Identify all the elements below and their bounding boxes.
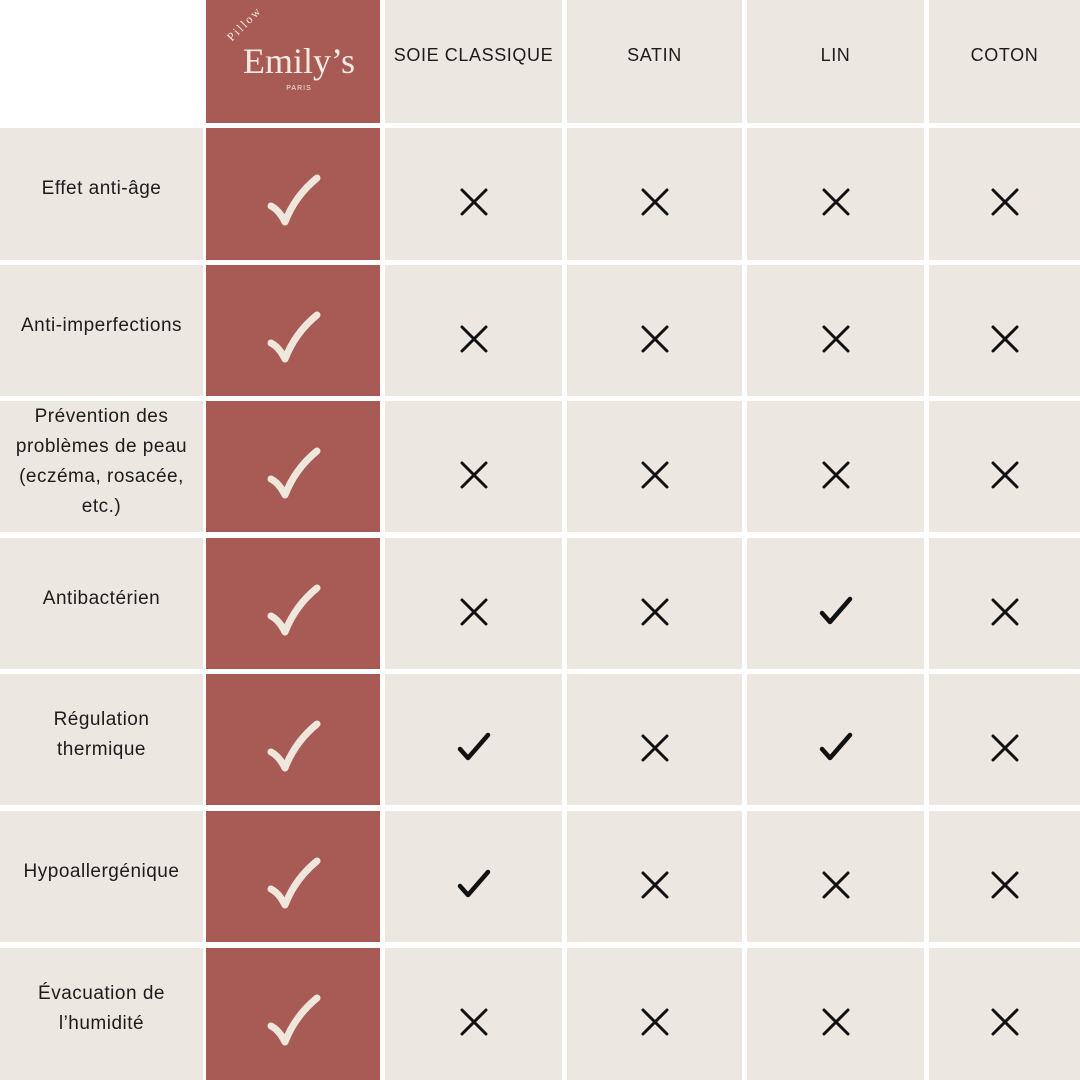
cross-icon: [822, 1008, 849, 1036]
row-label: Hypoallergénique: [23, 860, 180, 882]
brand-logo: Pillow Emily’s PARIS: [206, 0, 380, 123]
table-cell: [385, 265, 562, 396]
check-icon: [267, 174, 321, 226]
check-icon: [457, 732, 490, 760]
logo-location: PARIS: [286, 85, 312, 92]
table-cell: [929, 401, 1080, 532]
cross-icon: [460, 1008, 487, 1036]
table-cell: [567, 538, 742, 669]
check-icon: [819, 732, 852, 760]
row-header: Régulation thermique: [0, 674, 203, 805]
cross-icon: [641, 188, 668, 216]
table-cell: [747, 538, 924, 669]
row-header: Prévention des problèmes de peau (eczéma…: [0, 401, 203, 532]
table-cell: [929, 811, 1080, 942]
brand-cell: [206, 674, 380, 805]
table-cell: [929, 674, 1080, 805]
check-icon: [819, 596, 852, 624]
column-header: SATIN: [567, 0, 742, 123]
table-cell: [385, 674, 562, 805]
brand-cell: [206, 128, 380, 260]
row-label: Antibactérien: [42, 587, 161, 609]
cross-icon: [991, 871, 1018, 898]
table-cell: [385, 128, 562, 260]
row-label: Régulation thermique: [53, 708, 150, 760]
brand-header: Pillow Emily’s PARIS: [206, 0, 380, 123]
logo-name: Emily’s: [242, 41, 355, 81]
column-title: SOIE CLASSIQUE: [393, 45, 554, 65]
check-icon: [267, 994, 321, 1046]
cross-icon: [822, 461, 849, 488]
table-cell: [385, 811, 562, 942]
table-cell: [929, 265, 1080, 396]
cross-icon: [641, 1008, 668, 1036]
row-header: Antibactérien: [0, 538, 203, 669]
cross-icon: [991, 325, 1018, 352]
column-title: LIN: [820, 45, 851, 65]
brand-cell: [206, 948, 380, 1080]
corner-cell: [0, 0, 203, 123]
cross-icon: [822, 325, 849, 352]
cross-icon: [641, 871, 668, 898]
table-cell: [747, 265, 924, 396]
cross-icon: [991, 598, 1018, 625]
table-cell: [747, 674, 924, 805]
table-cell: [567, 128, 742, 260]
table-cell: [929, 948, 1080, 1080]
table-cell: [747, 128, 924, 260]
column-header: LIN: [747, 0, 924, 123]
table-cell: [567, 401, 742, 532]
cross-icon: [991, 734, 1018, 761]
row-header: Anti-imperfections: [0, 265, 203, 396]
cross-icon: [641, 461, 668, 488]
cross-icon: [460, 188, 487, 216]
cross-icon: [991, 188, 1018, 216]
row-header: Hypoallergénique: [0, 811, 203, 942]
row-label: Prévention des problèmes de peau (eczéma…: [15, 405, 188, 517]
table-cell: [567, 948, 742, 1080]
check-icon: [267, 311, 321, 362]
check-icon: [267, 720, 321, 771]
column-title: SATIN: [627, 45, 682, 65]
row-label: Anti-imperfections: [20, 314, 183, 336]
cross-icon: [641, 734, 668, 761]
check-icon: [267, 857, 321, 908]
logo-tagline: Pillow: [224, 3, 265, 44]
brand-cell: [206, 265, 380, 396]
check-icon: [267, 447, 321, 498]
table-cell: [747, 948, 924, 1080]
cross-icon: [991, 1008, 1018, 1036]
cross-icon: [822, 871, 849, 898]
table-cell: [385, 401, 562, 532]
table-cell: [747, 401, 924, 532]
check-icon: [457, 869, 490, 897]
brand-cell: [206, 401, 380, 532]
table-cell: [567, 811, 742, 942]
cross-icon: [641, 598, 668, 625]
column-header: COTON: [929, 0, 1080, 123]
cross-icon: [460, 598, 487, 625]
brand-cell: [206, 811, 380, 942]
row-header: Effet anti-âge: [0, 128, 203, 260]
check-icon: [267, 584, 321, 635]
cross-icon: [460, 461, 487, 488]
cross-icon: [991, 461, 1018, 488]
column-header: SOIE CLASSIQUE: [385, 0, 562, 123]
cross-icon: [460, 325, 487, 352]
table-cell: [929, 538, 1080, 669]
table-cell: [385, 538, 562, 669]
row-header: Évacuation de l’humidité: [0, 948, 203, 1080]
row-label: Évacuation de l’humidité: [38, 983, 165, 1034]
table-cell: [385, 948, 562, 1080]
brand-cell: [206, 538, 380, 669]
column-title: COTON: [970, 45, 1039, 65]
cross-icon: [641, 325, 668, 352]
table-cell: [747, 811, 924, 942]
row-label: Effet anti-âge: [41, 178, 162, 199]
table-cell: [567, 265, 742, 396]
table-cell: [929, 128, 1080, 260]
table-cell: [567, 674, 742, 805]
cross-icon: [822, 188, 849, 216]
